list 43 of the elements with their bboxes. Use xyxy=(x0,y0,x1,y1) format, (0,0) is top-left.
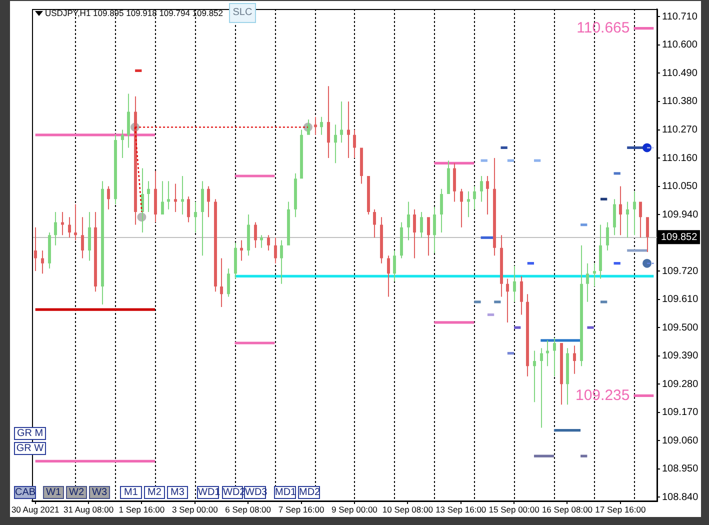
button: CAB xyxy=(14,486,36,499)
x-tick-label: 6 Sep 08:00 xyxy=(225,504,272,514)
button: W1 xyxy=(43,486,64,499)
y-tick-label: 109.500 xyxy=(662,322,699,334)
y-tick-label: 110.600 xyxy=(662,40,698,51)
x-tick-label: 9 Sep 00:00 xyxy=(332,504,378,514)
series-label: 110.665 xyxy=(576,19,630,36)
x-tick-label: 7 Sep 16:00 xyxy=(278,504,324,514)
button: M3 xyxy=(167,486,188,499)
x-tick-label: 15 Sep 00:00 xyxy=(488,504,540,514)
series-label: 109.235 xyxy=(575,386,630,404)
y-tick-label: 110.270 xyxy=(662,124,698,136)
button: GR M xyxy=(14,427,46,440)
x-tick-label: 30 Aug 2021 xyxy=(11,504,60,514)
button: GR W xyxy=(14,442,46,455)
x-tick-label: 10 Sep 08:00 xyxy=(382,504,434,514)
button: W2 xyxy=(66,486,87,499)
button: M1 xyxy=(120,486,142,499)
y-tick-label: 110.050 xyxy=(662,181,698,192)
y-tick-label: 109.940 xyxy=(662,209,699,220)
x-tick-label: 16 Sep 08:00 xyxy=(542,504,593,514)
y-tick-label: 110.380 xyxy=(662,96,698,108)
y-tick-label: 109.060 xyxy=(662,435,699,446)
x-tick-label: 17 Sep 16:00 xyxy=(595,504,646,514)
y-tick-label: 109.720 xyxy=(662,266,699,277)
y-tick-label: 108.840 xyxy=(662,492,699,503)
y-tick-label: 109.170 xyxy=(662,407,699,418)
y-tick-label: 110.490 xyxy=(662,68,698,79)
ref-line-label: 109.852 xyxy=(661,232,698,243)
y-tick-label: 109.280 xyxy=(662,378,699,390)
x-tick-label: 31 Aug 08:00 xyxy=(63,504,114,514)
button: W3 xyxy=(89,486,110,499)
x-tick-label: 3 Sep 00:00 xyxy=(172,504,218,514)
y-tick-label: 108.950 xyxy=(662,464,699,475)
x-tick-label: 1 Sep 16:00 xyxy=(118,504,165,514)
y-tick-label: 110.160 xyxy=(662,152,698,164)
button: SLC xyxy=(229,3,256,23)
x-tick-label: 13 Sep 16:00 xyxy=(436,504,486,514)
y-tick-label: 109.390 xyxy=(662,350,699,362)
y-tick-label: 110.710 xyxy=(662,11,698,22)
button: M2 xyxy=(144,486,165,499)
chart-title: USDJPY,H1 109.895 109.918 109.794 109.852 xyxy=(45,8,224,18)
y-tick-label: 109.610 xyxy=(662,294,699,306)
